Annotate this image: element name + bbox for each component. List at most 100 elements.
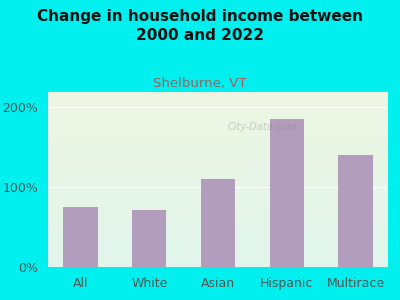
Bar (48, 144, 388, 146)
Bar (48, 104, 388, 106)
Bar (48, 255, 388, 256)
Bar (48, 220, 388, 221)
Bar (48, 170, 388, 172)
Bar (48, 197, 388, 199)
Bar (48, 142, 388, 144)
Bar (48, 239, 388, 241)
Bar (48, 236, 388, 237)
Bar (48, 107, 388, 109)
Bar (48, 137, 388, 139)
Bar (48, 253, 388, 255)
Bar (48, 148, 388, 149)
Bar (48, 165, 388, 167)
Bar (48, 97, 388, 98)
Bar (48, 93, 388, 95)
Bar (48, 216, 388, 218)
Bar (48, 146, 388, 148)
Bar (48, 162, 388, 164)
Bar (48, 156, 388, 158)
Bar (48, 128, 388, 130)
Bar (48, 109, 388, 111)
Bar (48, 202, 388, 204)
Bar (270, 119, 304, 267)
Bar (48, 111, 388, 112)
Bar (48, 178, 388, 179)
Bar (338, 155, 372, 267)
Bar (48, 246, 388, 248)
Bar (48, 123, 388, 125)
Bar (48, 130, 388, 132)
Bar (48, 139, 388, 141)
Bar (48, 118, 388, 120)
Bar (48, 179, 388, 181)
Bar (48, 184, 388, 186)
Bar (48, 244, 388, 246)
Bar (48, 260, 388, 262)
Bar (48, 120, 388, 121)
Bar (48, 230, 388, 232)
Bar (48, 206, 388, 207)
Bar (48, 250, 388, 251)
Bar (48, 263, 388, 265)
Bar (48, 155, 388, 156)
Bar (48, 223, 388, 225)
Bar (48, 92, 388, 93)
Bar (48, 132, 388, 134)
Bar (48, 232, 388, 234)
Bar (64, 207, 98, 267)
Bar (48, 251, 388, 253)
Bar (48, 199, 388, 200)
Text: City-Data.com: City-Data.com (227, 122, 297, 132)
Bar (48, 234, 388, 236)
Bar (48, 213, 388, 214)
Bar (132, 210, 166, 267)
Bar (48, 225, 388, 226)
Bar (48, 191, 388, 193)
Bar (48, 149, 388, 151)
Bar (48, 211, 388, 213)
Bar (48, 195, 388, 197)
Bar (48, 112, 388, 114)
Bar (48, 258, 388, 260)
Bar (48, 176, 388, 178)
Bar (48, 102, 388, 104)
Bar (48, 158, 388, 160)
Bar (48, 95, 388, 97)
Bar (48, 151, 388, 153)
Bar (48, 214, 388, 216)
Bar (48, 193, 388, 195)
Bar (48, 242, 388, 244)
Bar (48, 167, 388, 169)
Bar (48, 207, 388, 209)
Bar (48, 204, 388, 206)
Bar (48, 134, 388, 135)
Bar (48, 160, 388, 162)
Bar (48, 265, 388, 267)
Bar (48, 135, 388, 137)
Bar (48, 190, 388, 191)
Bar (48, 218, 388, 220)
Bar (48, 209, 388, 211)
Bar (48, 100, 388, 102)
Bar (48, 183, 388, 184)
Bar (48, 141, 388, 142)
Bar (48, 106, 388, 107)
Bar (48, 174, 388, 176)
Bar (48, 256, 388, 258)
Bar (48, 153, 388, 155)
Bar (48, 228, 388, 230)
Bar (48, 226, 388, 228)
Text: Shelburne, VT: Shelburne, VT (153, 76, 247, 89)
Bar (48, 186, 388, 188)
Bar (48, 248, 388, 250)
Bar (201, 179, 235, 267)
Bar (48, 98, 388, 100)
Bar (48, 169, 388, 170)
Bar (48, 241, 388, 242)
Bar (48, 181, 388, 183)
Bar (48, 262, 388, 263)
Bar (48, 116, 388, 118)
Bar (48, 172, 388, 174)
Bar (48, 200, 388, 202)
Bar (48, 164, 388, 165)
